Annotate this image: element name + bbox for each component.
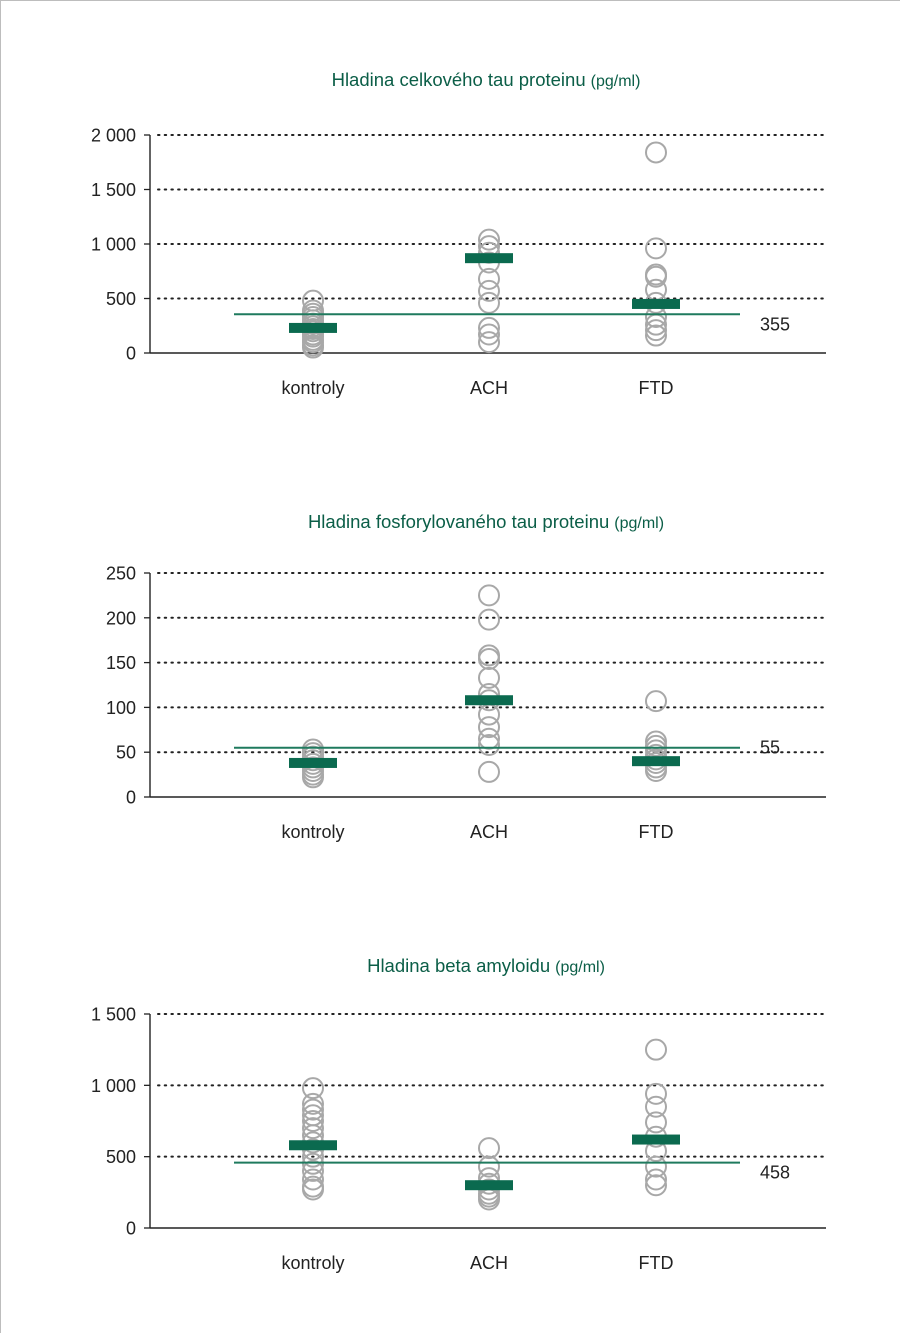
data-point [478, 331, 500, 354]
median-bar [465, 1180, 513, 1191]
data-point [478, 584, 500, 607]
data-point [478, 703, 500, 726]
median-bar [289, 1140, 337, 1151]
data-point [645, 1082, 667, 1105]
data-point [645, 319, 667, 342]
data-point [478, 666, 500, 689]
median-bar [289, 757, 337, 768]
median-bar [465, 253, 513, 264]
reference-label: 55 [760, 738, 780, 758]
y-tick-label: 150 [106, 653, 136, 673]
data-point [645, 237, 667, 260]
data-point [302, 1178, 324, 1201]
data-point [645, 1038, 667, 1061]
data-point [645, 324, 667, 347]
x-category-label: kontroly [281, 1253, 344, 1273]
x-category-label: ACH [470, 1253, 508, 1273]
data-point [478, 760, 500, 783]
y-tick-label: 200 [106, 608, 136, 628]
data-point [478, 1137, 500, 1160]
y-tick-label: 50 [116, 743, 136, 763]
data-point [478, 716, 500, 739]
y-tick-label: 500 [106, 289, 136, 309]
y-tick-label: 100 [106, 698, 136, 718]
y-tick-label: 1 500 [91, 1005, 136, 1025]
data-point [302, 1110, 324, 1132]
median-bar [465, 695, 513, 706]
data-point [478, 291, 500, 314]
chart-title-unit: (pg/ml) [555, 959, 605, 976]
y-tick-label: 0 [126, 344, 136, 364]
median-bar [632, 1134, 680, 1145]
x-category-label: kontroly [281, 822, 344, 842]
reference-label: 458 [760, 1163, 790, 1183]
median-bar [632, 756, 680, 767]
x-category-label: FTD [639, 822, 674, 842]
data-point [645, 1155, 667, 1178]
x-category-label: ACH [470, 822, 508, 842]
data-point [478, 727, 500, 750]
chart-title-main: Hladina celkového tau proteinu [332, 69, 586, 90]
x-category-label: ACH [470, 378, 508, 398]
median-bar [289, 322, 337, 333]
data-point [478, 267, 500, 290]
y-tick-label: 1 000 [91, 235, 136, 255]
data-point [478, 608, 500, 631]
data-point [645, 1111, 667, 1134]
y-tick-label: 0 [126, 788, 136, 808]
data-point [302, 1152, 324, 1175]
data-point [645, 1168, 667, 1191]
data-point [645, 1095, 667, 1118]
data-point [302, 1168, 324, 1191]
x-category-label: kontroly [281, 378, 344, 398]
chart-title-main: Hladina beta amyloidu [367, 955, 550, 976]
data-point [302, 1159, 324, 1182]
reference-label: 355 [760, 314, 790, 334]
chart-panel-2: Hladina fosforylovaného tau proteinu (pg/… [106, 511, 827, 842]
data-point [478, 1155, 500, 1178]
data-point [302, 336, 324, 359]
y-tick-label: 1 500 [91, 180, 136, 200]
chart-panel-1: Hladina celkového tau proteinu (pg/ml) 0 50… [91, 69, 827, 398]
data-point [645, 1174, 667, 1197]
y-tick-label: 500 [106, 1147, 136, 1167]
y-tick-label: 1 000 [91, 1076, 136, 1096]
data-point [478, 316, 500, 339]
chart-title-unit: (pg/ml) [591, 73, 641, 90]
chart-title-unit: (pg/ml) [614, 515, 664, 532]
data-point [645, 265, 667, 288]
y-tick-label: 2 000 [91, 126, 136, 146]
data-point [302, 1098, 324, 1121]
x-category-label: FTD [639, 378, 674, 398]
data-point [302, 1117, 324, 1140]
data-point [645, 141, 667, 164]
chart-panel-3: Hladina beta amyloidu (pg/ml) 0 500 1 000 1 5… [91, 955, 827, 1273]
chart-title: Hladina celkového tau proteinu (pg/ml) [332, 69, 641, 90]
data-point [645, 690, 667, 713]
data-point [478, 648, 500, 671]
data-point [478, 323, 500, 346]
data-point [478, 279, 500, 302]
chart-title: Hladina fosforylovaného tau proteinu (pg/… [308, 511, 664, 532]
chart-title: Hladina beta amyloidu (pg/ml) [367, 955, 605, 976]
data-point [478, 734, 500, 757]
y-tick-label: 250 [106, 564, 136, 584]
median-bar [632, 298, 680, 309]
data-point [302, 1092, 324, 1115]
data-point [478, 228, 500, 251]
chart-title-main: Hladina fosforylovaného tau proteinu [308, 511, 609, 532]
y-tick-label: 0 [126, 1219, 136, 1239]
x-category-label: FTD [639, 1253, 674, 1273]
data-point [302, 1077, 324, 1100]
